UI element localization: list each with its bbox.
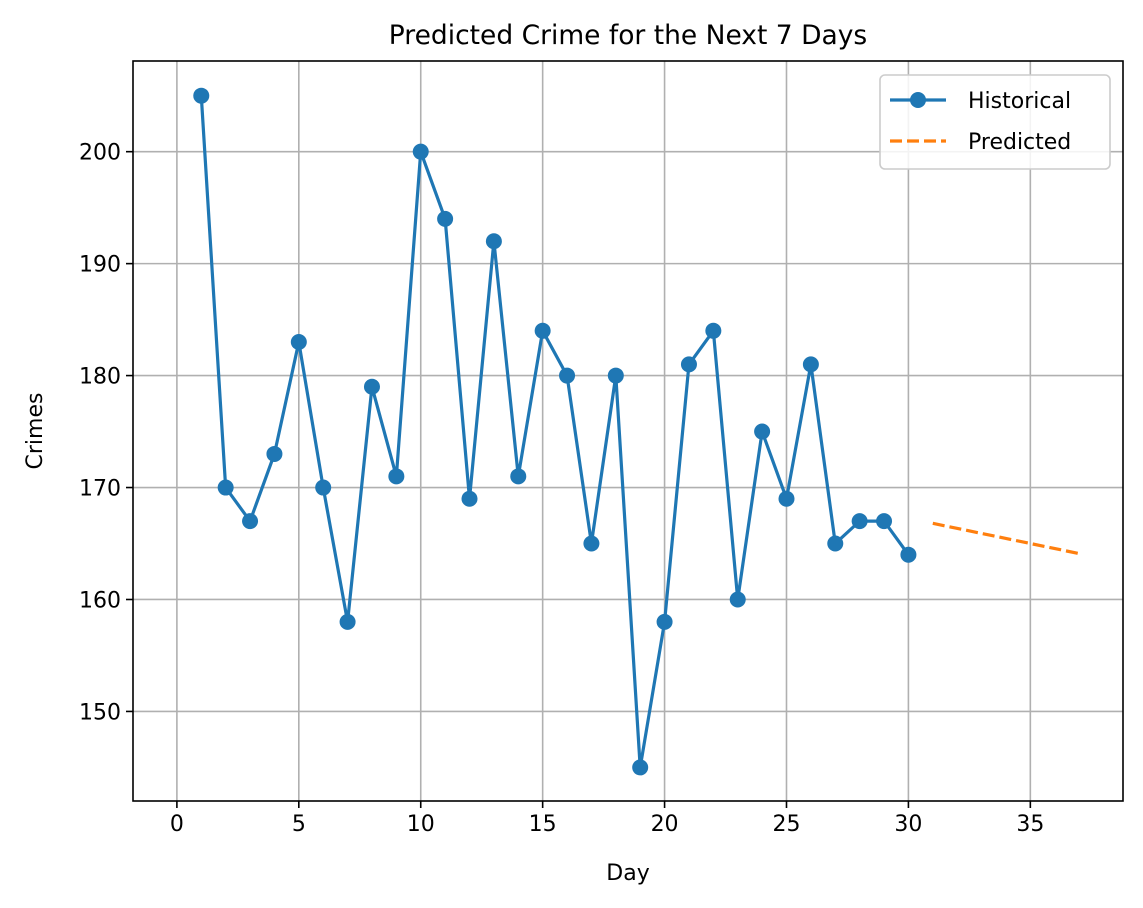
historical-data-point bbox=[534, 322, 551, 339]
chart-title: Predicted Crime for the Next 7 Days bbox=[389, 20, 867, 51]
plot-frame bbox=[132, 60, 1124, 802]
axis-ticks: 0 5 10 15 20 25 30 35 150 160 170 180 190 200 bbox=[79, 141, 1044, 837]
historical-data-point bbox=[607, 367, 624, 384]
historical-data-point bbox=[266, 445, 283, 462]
historical-data-point bbox=[510, 468, 527, 485]
historical-data-point bbox=[729, 591, 746, 608]
historical-data-point bbox=[754, 423, 771, 440]
historical-data-point bbox=[339, 613, 356, 630]
grid-lines bbox=[133, 61, 1123, 801]
historical-data-point bbox=[802, 356, 819, 373]
legend-predicted-label: Predicted bbox=[968, 130, 1071, 155]
historical-data-point bbox=[827, 535, 844, 552]
historical-data-point bbox=[680, 356, 697, 373]
historical-data-point bbox=[632, 759, 649, 776]
x-tick-label: 35 bbox=[1016, 812, 1044, 837]
historical-data-point bbox=[217, 479, 234, 496]
x-tick-label: 5 bbox=[292, 812, 306, 837]
historical-data-point bbox=[485, 233, 502, 250]
legend-historical-marker bbox=[910, 92, 926, 108]
x-tick-label: 20 bbox=[651, 812, 679, 837]
x-tick-label: 30 bbox=[894, 812, 922, 837]
historical-data-point bbox=[461, 490, 478, 507]
historical-data-point bbox=[363, 378, 380, 395]
x-tick-label: 10 bbox=[407, 812, 435, 837]
y-tick-label: 200 bbox=[79, 141, 121, 166]
predicted-series-line bbox=[932, 521, 1080, 556]
historical-series-line bbox=[199, 94, 911, 770]
historical-data-point bbox=[315, 479, 332, 496]
historical-data-point bbox=[437, 210, 454, 227]
historical-data-point bbox=[583, 535, 600, 552]
series-lines bbox=[193, 87, 1080, 776]
historical-data-point bbox=[242, 513, 259, 530]
historical-data-point bbox=[388, 468, 405, 485]
historical-data-point bbox=[851, 513, 868, 530]
x-tick-label: 0 bbox=[170, 812, 184, 837]
y-tick-label: 150 bbox=[79, 700, 121, 725]
historical-data-point bbox=[778, 490, 795, 507]
historical-data-point bbox=[290, 333, 307, 350]
y-tick-label: 160 bbox=[79, 588, 121, 613]
x-tick-label: 25 bbox=[772, 812, 800, 837]
y-tick-label: 170 bbox=[79, 477, 121, 502]
historical-data-point bbox=[900, 546, 917, 563]
historical-data-point bbox=[656, 613, 673, 630]
legend: Historical Predicted bbox=[879, 74, 1111, 170]
historical-data-point bbox=[705, 322, 722, 339]
x-tick-label: 15 bbox=[529, 812, 557, 837]
legend-historical-label: Historical bbox=[968, 89, 1071, 114]
y-tick-label: 180 bbox=[79, 365, 121, 390]
historical-data-point bbox=[876, 513, 893, 530]
y-tick-label: 190 bbox=[79, 253, 121, 278]
historical-data-point bbox=[412, 143, 429, 160]
y-axis-label: Crimes bbox=[23, 393, 48, 470]
historical-data-point bbox=[559, 367, 576, 384]
historical-data-point bbox=[193, 87, 210, 104]
x-axis-label: Day bbox=[606, 861, 649, 886]
